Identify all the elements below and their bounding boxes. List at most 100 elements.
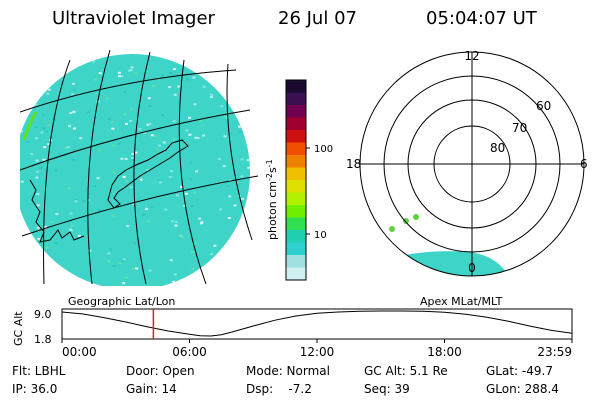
colorbar-swatch — [286, 230, 306, 243]
speckle — [243, 73, 247, 76]
speckle — [67, 187, 71, 190]
speckle — [83, 220, 86, 223]
colorbar-swatch — [286, 142, 306, 156]
speckle — [72, 127, 76, 130]
speckle — [168, 86, 172, 89]
speckle — [20, 180, 24, 183]
speckle — [47, 124, 51, 127]
speckle — [81, 54, 84, 56]
speckle — [196, 137, 200, 139]
speckle — [36, 193, 40, 196]
speckle — [230, 81, 234, 84]
speckle — [123, 113, 127, 116]
speckle — [192, 69, 196, 72]
speckle — [142, 213, 146, 216]
speckle — [173, 68, 176, 71]
speckle — [146, 123, 150, 126]
speckle — [183, 204, 187, 207]
speckle — [185, 78, 189, 81]
speckle — [74, 200, 78, 203]
speckle — [88, 249, 92, 252]
speckle — [174, 224, 178, 227]
speckle — [42, 127, 46, 130]
speckle — [172, 138, 176, 141]
speckle — [213, 244, 217, 247]
speckle — [189, 161, 192, 164]
ytick-9: 9.0 — [34, 308, 52, 321]
speckle — [37, 237, 41, 240]
speckle — [246, 116, 250, 119]
speckle — [241, 197, 244, 200]
speckle — [188, 133, 192, 136]
speckle — [97, 209, 101, 212]
speckle — [225, 116, 229, 119]
info-dsp: Dsp: -7.2 — [246, 382, 312, 396]
speckle — [180, 285, 184, 286]
speckle — [73, 148, 77, 151]
info-door: Door: Open — [126, 364, 195, 378]
speckle — [129, 186, 133, 189]
speckle — [164, 208, 168, 211]
speckle — [111, 214, 115, 217]
speckle — [53, 54, 57, 57]
speckle — [237, 243, 241, 246]
speckle — [87, 199, 91, 202]
colorbar-swatch — [286, 92, 306, 106]
speckle — [124, 276, 128, 279]
graticule-lines — [20, 50, 259, 285]
mlt-label-12: 12 — [464, 49, 479, 63]
speckle — [72, 110, 76, 113]
speckle — [179, 234, 183, 237]
speckle — [37, 260, 41, 263]
speckle — [192, 76, 196, 79]
speckle — [191, 272, 195, 275]
speckle — [122, 258, 126, 261]
speckle — [125, 180, 129, 183]
speckle — [34, 92, 38, 95]
speckle — [202, 134, 206, 137]
colorbar-swatch — [286, 167, 306, 181]
speckle — [107, 260, 111, 263]
colorbar-swatch — [286, 130, 306, 143]
speckle — [43, 146, 47, 149]
xtick-label: 18:00 — [427, 345, 462, 359]
speckle — [139, 178, 143, 181]
speckle — [128, 69, 131, 72]
speckle — [150, 134, 154, 137]
speckle — [226, 184, 230, 187]
speckle — [53, 119, 57, 121]
speckle — [223, 277, 227, 280]
speckle — [42, 113, 46, 116]
speckle — [240, 175, 244, 178]
speckle — [188, 116, 191, 119]
speckle — [138, 128, 142, 131]
speckle — [192, 59, 196, 62]
speckle — [132, 203, 136, 206]
speckle — [194, 241, 198, 244]
speckle — [32, 272, 36, 275]
colorbar-swatch — [286, 205, 306, 218]
speckle — [40, 131, 44, 134]
speckle — [191, 251, 194, 254]
speckle — [246, 159, 250, 162]
speckle — [35, 137, 39, 140]
speckle — [230, 76, 234, 79]
mlt-label-6: 6 — [580, 157, 588, 171]
speckle — [55, 213, 59, 216]
speckle — [190, 205, 194, 208]
speckle — [191, 267, 195, 270]
speckle — [169, 259, 173, 262]
speckle — [162, 141, 166, 144]
speckle — [231, 93, 235, 96]
speckle — [124, 158, 128, 160]
speckle — [20, 130, 23, 133]
speckle — [185, 129, 189, 132]
xtick-label: 06:00 — [172, 345, 207, 359]
speckle — [70, 224, 74, 227]
speckle — [242, 272, 246, 275]
xtick-label: 12:00 — [300, 345, 335, 359]
uv-emission-disk-geographic — [20, 54, 250, 286]
info-gain: Gain: 14 — [126, 382, 177, 396]
speckle — [33, 70, 37, 73]
speckle — [153, 135, 157, 138]
